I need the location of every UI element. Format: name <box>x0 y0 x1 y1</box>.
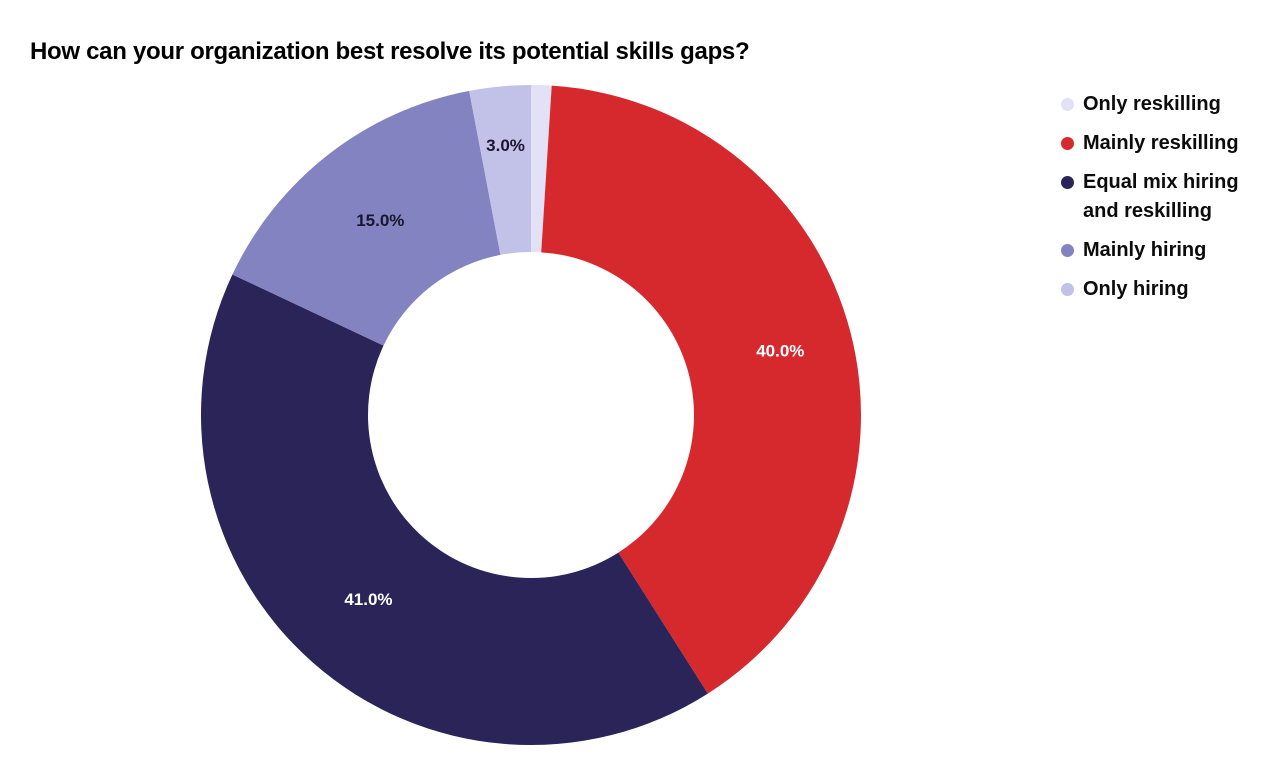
data-label-mainly-hiring: 15.0% <box>356 211 404 230</box>
legend-item-only-hiring[interactable]: Only hiring <box>1061 275 1261 304</box>
legend-swatch-only-hiring-icon <box>1061 283 1074 296</box>
legend-label-only-reskilling: Only reskilling <box>1083 93 1221 115</box>
pie-slice-only-hiring[interactable] <box>469 85 531 255</box>
pie-slice-only-reskilling[interactable] <box>531 85 552 253</box>
legend-swatch-only-reskilling-icon <box>1061 98 1074 111</box>
legend-swatch-equal-mix-icon <box>1061 176 1074 189</box>
legend-swatch-mainly-reskilling-icon <box>1061 137 1074 150</box>
pie-slice-mainly-reskilling[interactable] <box>541 85 861 694</box>
chart-title: How can your organization best resolve i… <box>30 38 750 65</box>
legend-item-only-reskilling[interactable]: Only reskilling <box>1061 90 1261 119</box>
legend-label-mainly-reskilling: Mainly reskilling <box>1083 132 1239 154</box>
legend-item-mainly-hiring[interactable]: Mainly hiring <box>1061 236 1261 265</box>
legend-label-equal-mix: Equal mix hiring and reskilling <box>1083 171 1239 222</box>
legend-swatch-mainly-hiring-icon <box>1061 244 1074 257</box>
legend: Only reskilling Mainly reskilling Equal … <box>1061 90 1261 314</box>
legend-item-mainly-reskilling[interactable]: Mainly reskilling <box>1061 129 1261 158</box>
legend-label-only-hiring: Only hiring <box>1083 278 1189 300</box>
pie-slice-mainly-hiring[interactable] <box>232 90 501 346</box>
legend-label-mainly-hiring: Mainly hiring <box>1083 239 1207 261</box>
data-label-only-hiring: 3.0% <box>486 136 525 155</box>
data-label-equal-mix-hiring-and-reskilling: 41.0% <box>344 590 392 609</box>
data-label-mainly-reskilling: 40.0% <box>756 341 804 360</box>
pie-slice-equal-mix-hiring-and-reskilling[interactable] <box>201 274 708 745</box>
legend-item-equal-mix[interactable]: Equal mix hiring and reskilling <box>1061 168 1261 226</box>
